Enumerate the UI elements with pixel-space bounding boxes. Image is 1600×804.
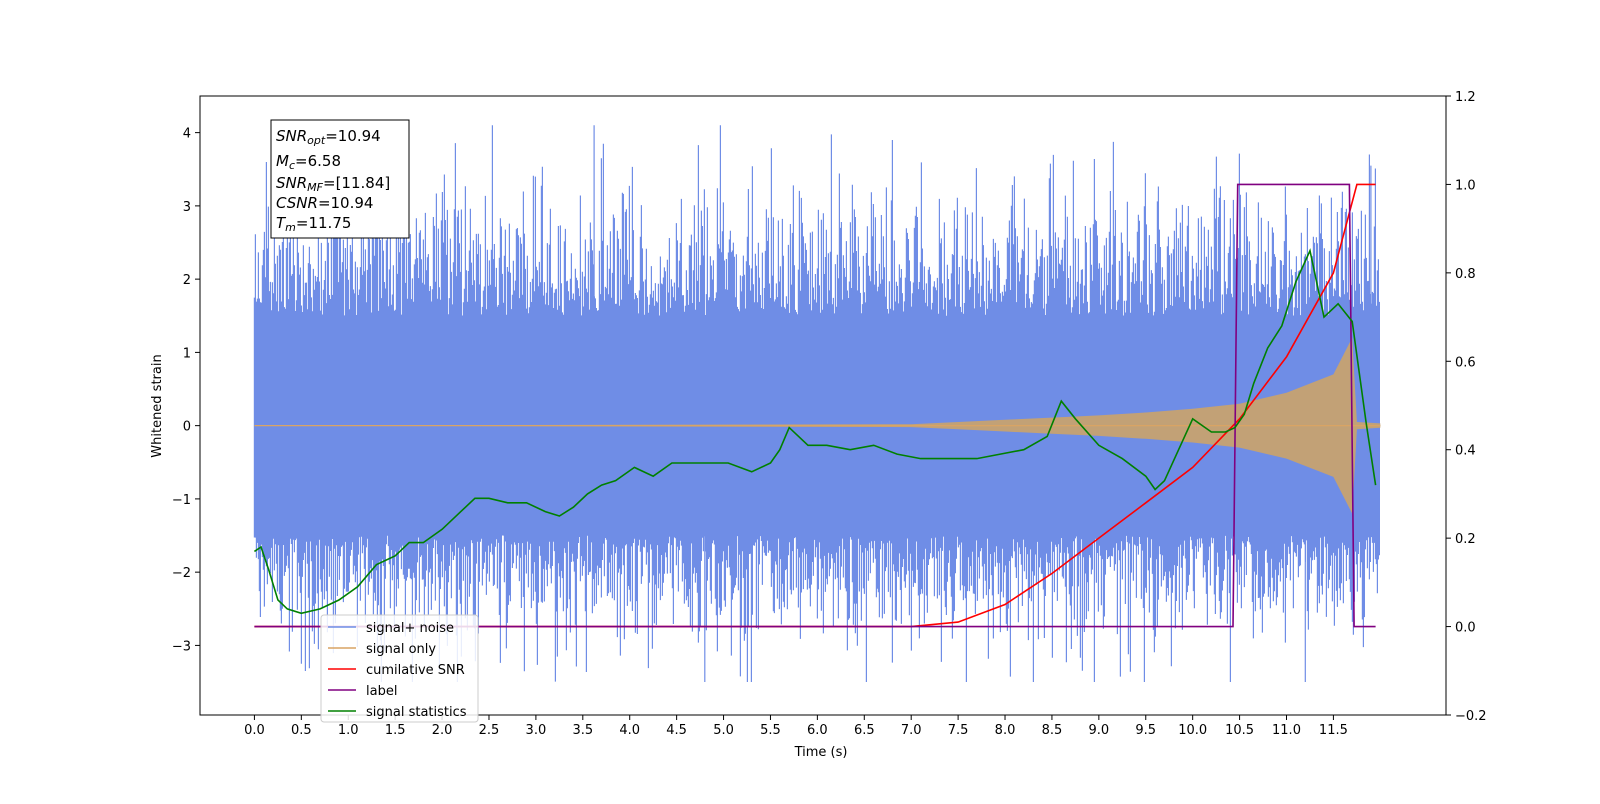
x-tick-label: 8.5 [1042, 723, 1063, 738]
y-left-tick-label: 0 [183, 420, 191, 435]
y-right-tick-label: 0.2 [1455, 532, 1476, 547]
y-right-tick-label: 0.6 [1455, 355, 1476, 370]
x-tick-label: 4.5 [666, 723, 687, 738]
y-axis-left-ticks: −3 −2 −1 0 1 2 3 4 [172, 127, 200, 654]
y-right-tick-label: 1.2 [1455, 90, 1476, 105]
y-left-tick-label: 4 [183, 127, 191, 142]
x-tick-label: 3.0 [526, 723, 547, 738]
x-axis-label: Time (s) [794, 745, 848, 760]
annotation-box [270, 119, 410, 239]
annotation-snr-mf: SNRMF=[11.84] [276, 174, 390, 194]
y-axis-right-ticks: −0.2 0.0 0.2 0.4 0.6 0.8 1.0 1.2 [1446, 90, 1487, 724]
series-signal-plus-noise [253, 125, 1380, 682]
legend-item: cumilative SNR [328, 663, 465, 678]
legend-label: signal statistics [366, 705, 467, 720]
x-tick-label: 5.0 [713, 723, 734, 738]
x-tick-label: 0.5 [291, 723, 312, 738]
x-tick-label: 7.0 [901, 723, 922, 738]
x-tick-label: 9.0 [1089, 723, 1110, 738]
legend: signal+ noise signal only cumilative SNR la… [320, 614, 479, 723]
y-axis-label: Whitened strain [150, 354, 165, 457]
x-axis-ticks: 0.0 0.5 1.0 1.5 2.0 2.5 3.0 3.5 4.0 4.5 5.0 5.5 6.0 6… [244, 715, 1348, 738]
y-right-tick-label: 0.4 [1455, 444, 1476, 459]
y-right-tick-label: 0.0 [1455, 621, 1476, 636]
x-tick-label: 8.0 [995, 723, 1016, 738]
x-tick-label: 2.0 [432, 723, 453, 738]
x-tick-label: 4.0 [619, 723, 640, 738]
x-tick-label: 11.0 [1272, 723, 1301, 738]
annotation-snr-opt: SNRopt=10.94 [276, 127, 381, 147]
annotation-csnr: CSNR=10.94 [276, 194, 373, 212]
x-tick-label: 1.0 [338, 723, 359, 738]
x-tick-label: 2.5 [479, 723, 500, 738]
x-tick-label: 9.5 [1135, 723, 1156, 738]
series-signal-statistics [253, 248, 1377, 615]
annotation-tm: Tm=11.75 [276, 214, 351, 234]
y-left-tick-label: −2 [172, 566, 191, 581]
legend-item: signal+ noise [328, 621, 454, 636]
legend-label: signal only [366, 642, 436, 657]
x-tick-label: 5.5 [760, 723, 781, 738]
x-tick-label: 6.5 [854, 723, 875, 738]
x-tick-label: 1.5 [385, 723, 406, 738]
metrics-annotation: SNRopt=10.94 Mc=6.58 SNRMF=[11.84] CSNR=… [270, 119, 410, 239]
y-right-tick-label: −0.2 [1455, 709, 1487, 724]
x-tick-label: 6.0 [807, 723, 828, 738]
x-tick-label: 10.5 [1225, 723, 1254, 738]
legend-item: signal only [328, 642, 436, 657]
y-left-tick-label: −1 [172, 493, 191, 508]
legend-label: cumilative SNR [366, 663, 465, 678]
y-left-tick-label: −3 [172, 639, 191, 654]
x-tick-label: 3.5 [572, 723, 593, 738]
y-right-tick-label: 0.8 [1455, 267, 1476, 282]
axes-frame [199, 95, 1447, 716]
y-left-tick-label: 3 [183, 200, 191, 215]
y-right-tick-label: 1.0 [1455, 178, 1476, 193]
series-cumulative-snr [254, 183, 1376, 628]
legend-box [320, 614, 479, 723]
y-left-tick-label: 1 [183, 346, 191, 361]
series-label [254, 183, 1376, 628]
y-left-tick-label: 2 [183, 273, 191, 288]
noise-trace [253, 125, 1380, 682]
x-tick-label: 0.0 [244, 723, 265, 738]
legend-item: signal statistics [328, 705, 467, 720]
legend-label: signal+ noise [366, 621, 454, 636]
x-tick-label: 11.5 [1319, 723, 1348, 738]
x-tick-label: 7.5 [948, 723, 969, 738]
x-tick-label: 10.0 [1178, 723, 1207, 738]
legend-item: label [328, 684, 397, 699]
annotation-mc: Mc=6.58 [276, 152, 341, 172]
legend-label: label [366, 684, 397, 699]
